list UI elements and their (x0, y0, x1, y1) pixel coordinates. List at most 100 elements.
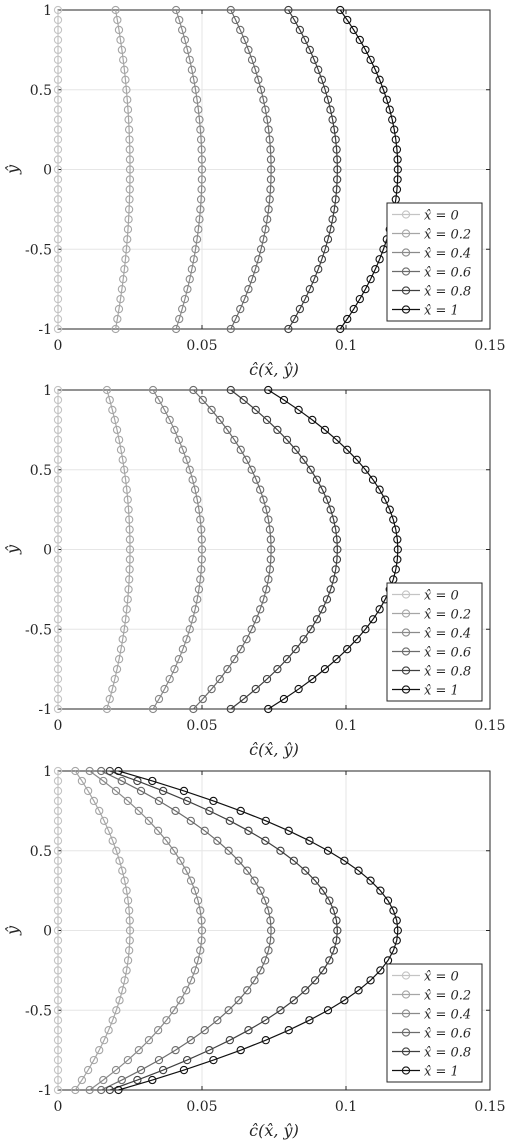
data-point (53, 175, 63, 184)
data-point (113, 15, 122, 25)
x-tick-label: 0.1 (335, 338, 357, 354)
data-point (53, 816, 63, 825)
data-point (305, 45, 314, 55)
data-point (284, 1026, 293, 1035)
y-tick-label: 0 (43, 543, 52, 559)
data-point (53, 555, 63, 564)
data-point (266, 165, 276, 174)
legend-item: x̂ = 0.2 (392, 228, 471, 243)
data-point (314, 265, 323, 274)
data-point (340, 856, 349, 865)
data-point (329, 906, 338, 915)
data-point (53, 896, 63, 905)
data-point (144, 1036, 154, 1045)
data-point (391, 525, 400, 534)
data-point (125, 165, 135, 174)
data-point (118, 866, 127, 875)
x-tick-label: 0 (54, 338, 63, 354)
data-point (53, 605, 63, 614)
data-point (53, 85, 63, 94)
data-point (264, 946, 273, 955)
data-point (375, 255, 384, 264)
data-point (53, 836, 63, 845)
legend-label: x̂ = 0.6 (424, 1027, 471, 1042)
data-point (284, 826, 293, 835)
data-point (260, 956, 270, 965)
y-axis-label: ŷ (3, 544, 22, 555)
series-1 (71, 766, 135, 1095)
legend: x̂ = 0 x̂ = 0.2 x̂ = 0.4 x̂ = 0.6 x̂ = 0.8 x̂… (386, 963, 483, 1083)
legend-item: x̂ = 0.4 (392, 1008, 471, 1023)
data-point (178, 25, 187, 35)
data-point (226, 324, 235, 334)
data-point (205, 1045, 214, 1055)
data-point (196, 515, 205, 524)
data-point (108, 405, 117, 415)
legend-marker (401, 666, 411, 675)
data-point (180, 294, 190, 304)
data-point (118, 986, 127, 995)
data-point (254, 255, 263, 264)
data-point (183, 1055, 192, 1065)
data-point (179, 786, 189, 796)
data-point (174, 655, 184, 664)
data-point (231, 15, 240, 25)
data-point (266, 916, 275, 925)
data-point (301, 986, 310, 995)
legend-label: x̂ = 0.2 (424, 608, 471, 623)
legend-marker (401, 267, 411, 276)
data-point (125, 135, 134, 144)
data-point (53, 145, 63, 154)
data-point (354, 866, 363, 875)
data-point (264, 205, 273, 214)
data-point (108, 1016, 117, 1025)
data-point (282, 435, 292, 444)
legend-marker (401, 210, 411, 219)
y-axis-label: ŷ (3, 925, 22, 936)
data-point (330, 205, 339, 214)
data-point (122, 886, 131, 895)
data-point (299, 455, 308, 464)
data-point (320, 425, 330, 435)
data-point (111, 1065, 121, 1075)
data-point (236, 806, 245, 816)
data-point (116, 645, 126, 654)
data-point (196, 575, 205, 584)
data-point (53, 15, 63, 25)
data-point (332, 916, 341, 925)
legend-label: x̂ = 0 (424, 589, 459, 604)
data-point (53, 95, 63, 104)
data-point (171, 324, 181, 334)
data-point (389, 946, 398, 955)
data-point (114, 1085, 123, 1095)
data-point (266, 545, 276, 554)
data-point (180, 35, 190, 45)
series-line (230, 389, 338, 710)
data-point (226, 704, 235, 714)
data-point (382, 95, 391, 104)
legend-label: x̂ = 0 (424, 209, 459, 224)
data-point (53, 215, 63, 224)
data-point (331, 525, 340, 534)
data-point (197, 565, 206, 574)
data-point (375, 605, 384, 614)
data-point (125, 535, 135, 544)
data-point (256, 85, 266, 94)
data-point (170, 425, 179, 435)
data-point (83, 786, 93, 796)
data-point (53, 505, 63, 514)
data-point (120, 265, 129, 274)
series-line (100, 770, 272, 1091)
data-point (224, 846, 233, 855)
data-point (320, 85, 330, 94)
series-0 (53, 5, 63, 334)
data-point (53, 635, 63, 644)
data-point (134, 806, 143, 816)
data-point (53, 766, 63, 776)
data-point (116, 35, 125, 45)
data-point (333, 175, 342, 184)
data-point (247, 465, 256, 474)
data-point (53, 1065, 63, 1075)
data-point (310, 976, 320, 985)
